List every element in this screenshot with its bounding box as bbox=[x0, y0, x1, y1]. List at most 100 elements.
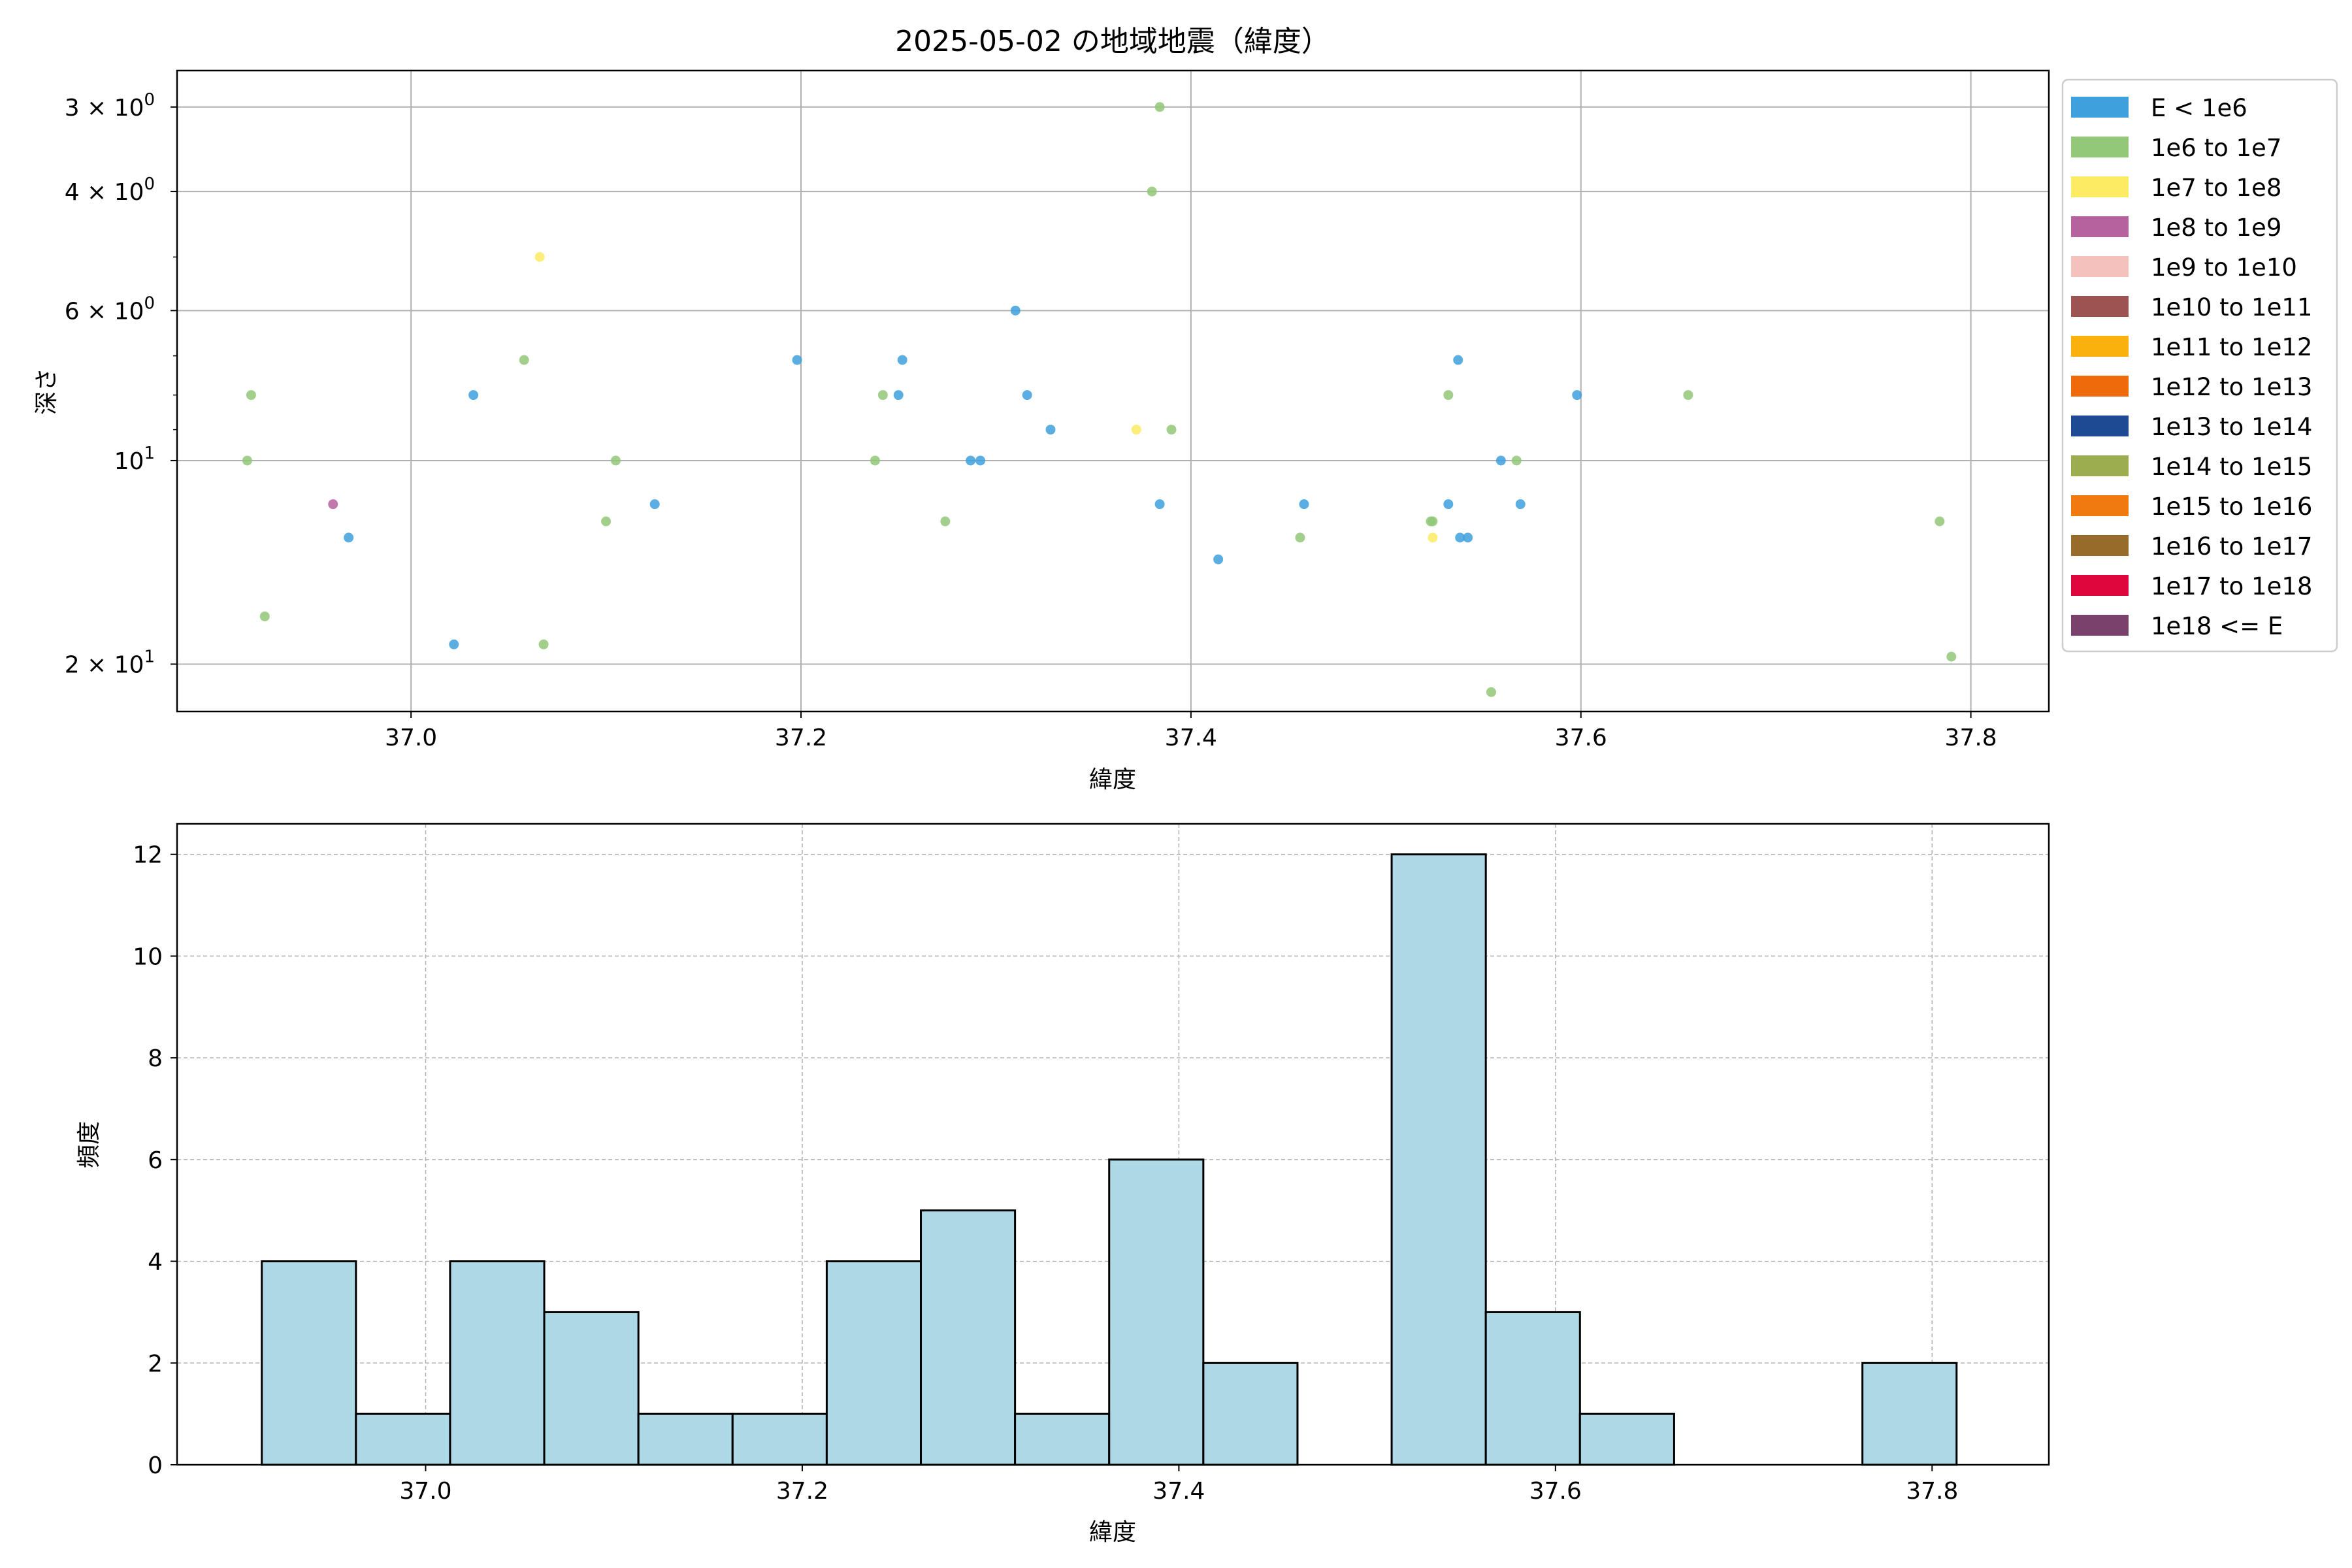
legend-swatch bbox=[2071, 455, 2129, 476]
histogram-x-ticks: 37.0 37.2 37.4 37.6 37.8 bbox=[399, 1465, 1958, 1505]
scatter-x-tick-label: 37.8 bbox=[1945, 725, 1997, 751]
histogram-bar bbox=[825, 1260, 923, 1466]
histogram-bar bbox=[1108, 1158, 1205, 1466]
scatter-x-axis-label: 緯度 bbox=[1089, 766, 1136, 793]
scatter-point bbox=[1515, 499, 1526, 510]
histogram-x-tick-label: 37.0 bbox=[399, 1478, 451, 1505]
legend-label: 1e10 to 1e11 bbox=[2151, 293, 2312, 321]
histogram-bar bbox=[355, 1413, 451, 1466]
legend-label: E < 1e6 bbox=[2151, 94, 2247, 122]
scatter-point bbox=[242, 455, 252, 466]
histogram-y-axis-label: 頻度 bbox=[76, 1121, 103, 1168]
scatter-y-ticks: 3 × 100 4 × 100 6 × 100 101 2 × 101 bbox=[65, 90, 177, 679]
scatter-point bbox=[1443, 390, 1454, 400]
scatter-point bbox=[649, 499, 660, 510]
scatter-x-tick-label: 37.4 bbox=[1165, 725, 1217, 751]
legend-swatch bbox=[2071, 336, 2129, 357]
histogram-bar bbox=[920, 1209, 1017, 1466]
legend-label: 1e14 to 1e15 bbox=[2151, 453, 2312, 481]
scatter-gridlines bbox=[177, 71, 2049, 711]
legend-items: E < 1e6 1e6 to 1e7 1e7 to 1e8 1e8 to 1e9 1e9… bbox=[2071, 94, 2312, 640]
scatter-plot-frame bbox=[176, 69, 2050, 713]
histogram-bar bbox=[261, 1260, 357, 1466]
scatter-point bbox=[538, 639, 549, 649]
scatter-y-axis-label: 深さ bbox=[33, 368, 60, 415]
legend-label: 1e17 to 1e18 bbox=[2151, 572, 2312, 600]
scatter-x-tick-label: 37.0 bbox=[385, 725, 437, 751]
scatter-chart: 2025-05-02 の地域地震（緯度） 37.0 37.2 37.4 37.6 37.… bbox=[33, 25, 2338, 793]
histogram-bar bbox=[1014, 1413, 1111, 1466]
scatter-y-tick-label: 4 × 100 bbox=[65, 174, 155, 206]
chart-title: 2025-05-02 の地域地震（緯度） bbox=[895, 25, 1330, 58]
scatter-point bbox=[1453, 355, 1463, 365]
scatter-point bbox=[1572, 390, 1582, 400]
histogram-y-tick-label: 8 bbox=[148, 1045, 163, 1072]
scatter-x-tick-label: 37.2 bbox=[775, 725, 827, 751]
legend-label: 1e9 to 1e10 bbox=[2151, 253, 2297, 282]
legend-swatch bbox=[2071, 416, 2129, 436]
scatter-point bbox=[877, 390, 888, 400]
histogram-y-tick-label: 6 bbox=[148, 1147, 163, 1174]
legend: E < 1e6 1e6 to 1e7 1e7 to 1e8 1e8 to 1e9 1e9… bbox=[2061, 78, 2338, 653]
scatter-point bbox=[893, 390, 904, 400]
scatter-point bbox=[1299, 499, 1309, 510]
scatter-point bbox=[1511, 455, 1522, 466]
legend-swatch bbox=[2071, 376, 2129, 397]
histogram-y-tick-label: 0 bbox=[148, 1452, 163, 1479]
scatter-point bbox=[1935, 516, 1945, 527]
scatter-point bbox=[792, 355, 802, 365]
scatter-point bbox=[259, 611, 270, 621]
scatter-point bbox=[534, 252, 545, 262]
histogram-bar bbox=[1861, 1362, 1958, 1466]
scatter-point bbox=[1486, 687, 1496, 697]
scatter-y-tick-label: 2 × 101 bbox=[65, 647, 155, 679]
scatter-point bbox=[1131, 425, 1141, 435]
scatter-point bbox=[1428, 516, 1438, 527]
legend-swatch bbox=[2071, 97, 2129, 118]
legend-swatch bbox=[2071, 296, 2129, 317]
histogram-x-tick-label: 37.8 bbox=[1906, 1478, 1958, 1505]
legend-swatch bbox=[2071, 176, 2129, 197]
scatter-point bbox=[1213, 554, 1224, 564]
scatter-point bbox=[1154, 499, 1165, 510]
histogram-y-ticks: 0 2 4 6 8 10 12 bbox=[133, 842, 177, 1479]
histogram-bar bbox=[637, 1413, 734, 1466]
histogram-y-tick-label: 10 bbox=[133, 943, 163, 970]
histogram-bar bbox=[1390, 853, 1487, 1466]
scatter-point bbox=[449, 639, 459, 649]
histogram-bars bbox=[261, 853, 1958, 1466]
scatter-point bbox=[975, 455, 986, 466]
legend-swatch bbox=[2071, 137, 2129, 157]
legend-label: 1e18 <= E bbox=[2151, 612, 2283, 640]
legend-label: 1e6 to 1e7 bbox=[2151, 134, 2281, 162]
scatter-point bbox=[897, 355, 907, 365]
legend-label: 1e15 to 1e16 bbox=[2151, 493, 2312, 521]
legend-label: 1e16 to 1e17 bbox=[2151, 532, 2312, 561]
scatter-point bbox=[1045, 425, 1056, 435]
scatter-point bbox=[328, 499, 338, 510]
histogram-y-tick-label: 2 bbox=[148, 1350, 163, 1377]
histogram-y-tick-label: 12 bbox=[133, 842, 163, 869]
histogram-x-tick-label: 37.4 bbox=[1152, 1478, 1205, 1505]
scatter-point bbox=[246, 390, 256, 400]
histogram-x-tick-label: 37.2 bbox=[776, 1478, 828, 1505]
scatter-point bbox=[610, 455, 621, 466]
scatter-point bbox=[1295, 532, 1305, 543]
scatter-point bbox=[870, 455, 880, 466]
scatter-points bbox=[242, 102, 1957, 697]
histogram-y-tick-label: 4 bbox=[148, 1249, 163, 1276]
scatter-point bbox=[1463, 532, 1473, 543]
scatter-point bbox=[1166, 425, 1177, 435]
legend-swatch bbox=[2071, 575, 2129, 596]
scatter-point bbox=[344, 532, 354, 543]
scatter-x-tick-label: 37.6 bbox=[1555, 725, 1607, 751]
scatter-point bbox=[1010, 305, 1021, 316]
histogram-x-axis-label: 緯度 bbox=[1089, 1519, 1136, 1546]
scatter-point bbox=[1443, 499, 1454, 510]
legend-label: 1e8 to 1e9 bbox=[2151, 214, 2281, 242]
histogram-bar bbox=[449, 1260, 546, 1466]
histogram-x-tick-label: 37.6 bbox=[1529, 1478, 1582, 1505]
scatter-point bbox=[1683, 390, 1693, 400]
scatter-y-tick-label: 101 bbox=[114, 444, 155, 475]
